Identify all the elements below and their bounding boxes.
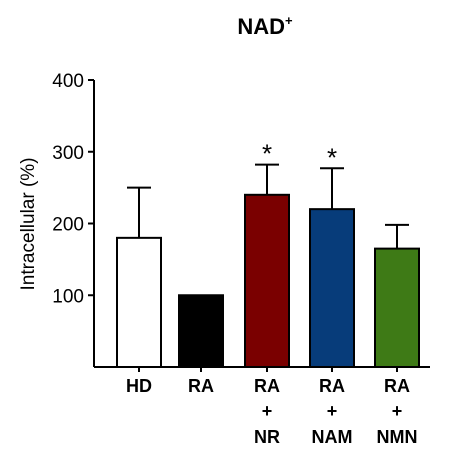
bar-group: * [244,139,290,368]
y-tick-label: 200 [52,215,84,236]
chart-title-superscript: + [285,13,293,28]
y-tick-label: 300 [52,143,84,164]
x-tick-label: RA [254,376,280,396]
x-tick-label: RA [319,376,345,396]
bars: * * [116,139,420,368]
x-tick-label: + [262,401,273,421]
y-tick-label: 100 [52,286,84,307]
x-tick-label: NR [254,427,280,447]
x-tick-label: RA [384,376,410,396]
bar-group [374,223,420,368]
x-tick-label: + [392,401,403,421]
bar [374,247,420,368]
x-axis: HD RA RA + NR RA + NAM RA + NMN [94,366,430,447]
y-axis: 100 200 300 400 [52,71,95,367]
significance-marker: * [327,142,337,172]
x-tick-label: NAM [312,427,353,447]
bar [116,236,162,368]
significance-marker: * [262,139,272,169]
bar-group [178,294,224,368]
chart-title: NAD+ [237,13,293,39]
bar [178,294,224,368]
y-axis-label: Intracellular (%) [18,157,39,290]
bar [309,208,355,368]
bar [244,193,290,368]
x-tick-label: HD [126,376,152,396]
x-tick-label: RA [188,376,214,396]
x-tick-label: NMN [377,427,418,447]
y-tick-label: 400 [52,71,84,92]
x-tick-label: + [327,401,338,421]
bar-group [116,186,162,368]
bar-group: * [309,142,355,368]
chart-title-text: NAD [237,14,285,39]
